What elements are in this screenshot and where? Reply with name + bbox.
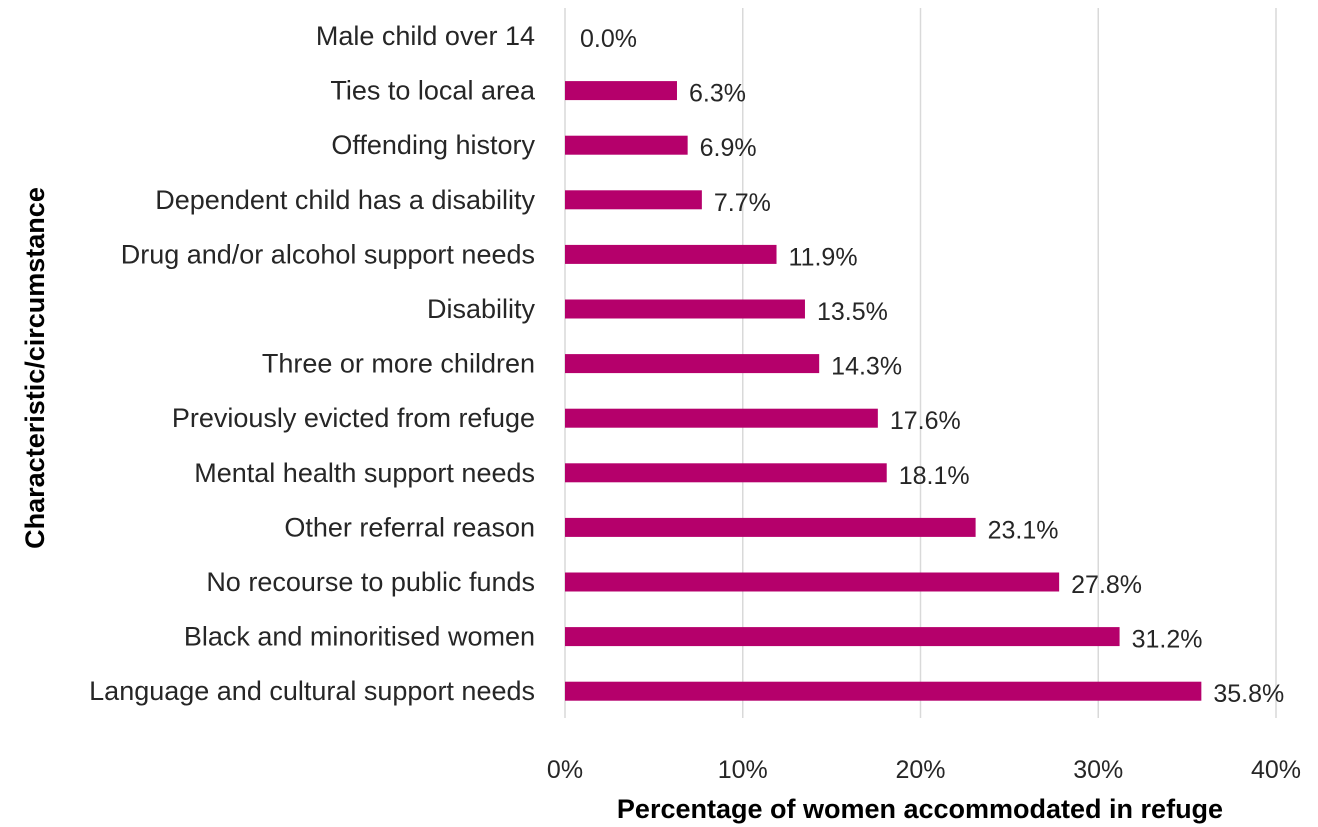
- category-label: Offending history: [331, 130, 535, 160]
- category-label: Other referral reason: [284, 512, 535, 542]
- bar: [565, 244, 777, 264]
- data-label: 6.9%: [700, 134, 757, 162]
- category-label: Ties to local area: [330, 76, 536, 106]
- x-tick-label: 40%: [1251, 756, 1301, 784]
- bar: [565, 572, 1060, 592]
- gridlines: [564, 8, 1277, 718]
- data-label: 27.8%: [1071, 571, 1142, 599]
- bar: [565, 517, 976, 537]
- data-label: 0.0%: [580, 25, 637, 53]
- data-label: 6.3%: [689, 80, 746, 108]
- data-labels: 0.0% 6.3% 6.9% 7.7% 11.9% 13.5% 14.3% 17.6% 18.1…: [580, 25, 1284, 708]
- bar: [565, 299, 805, 319]
- data-label: 23.1%: [988, 516, 1059, 544]
- data-label: 17.6%: [890, 407, 961, 435]
- bar: [565, 135, 688, 155]
- bar: [565, 681, 1202, 701]
- category-label: Male child over 14: [316, 21, 535, 51]
- data-label: 13.5%: [817, 298, 888, 326]
- x-tick-labels: 0% 10% 20% 30% 40%: [547, 756, 1301, 784]
- category-label: Black and minoritised women: [184, 622, 535, 652]
- category-label: Drug and/or alcohol support needs: [121, 239, 535, 269]
- x-tick-label: 30%: [1073, 756, 1123, 784]
- x-tick-label: 20%: [895, 756, 945, 784]
- data-label: 11.9%: [789, 243, 858, 271]
- bar: [565, 81, 677, 101]
- data-label: 35.8%: [1213, 680, 1284, 708]
- category-label: Three or more children: [262, 349, 535, 379]
- category-label: Mental health support needs: [194, 458, 535, 488]
- data-label: 7.7%: [714, 189, 771, 217]
- x-tick-label: 0%: [547, 756, 583, 784]
- category-labels: Male child over 14 Ties to local area Offe…: [89, 21, 536, 706]
- bar: [565, 627, 1120, 647]
- bar: [565, 354, 820, 374]
- data-label: 14.3%: [831, 353, 902, 381]
- category-label: Dependent child has a disability: [155, 185, 535, 215]
- category-label: Language and cultural support needs: [89, 676, 535, 706]
- bar: [565, 463, 887, 483]
- category-label: Disability: [427, 294, 536, 324]
- x-axis-title: Percentage of women accommodated in refu…: [617, 794, 1223, 824]
- data-label: 18.1%: [899, 462, 970, 490]
- category-label: No recourse to public funds: [206, 567, 535, 597]
- bar: [565, 408, 878, 428]
- category-label: Previously evicted from refuge: [172, 403, 535, 433]
- data-label: 31.2%: [1132, 626, 1203, 654]
- y-axis-title: Characteristic/circumstance: [20, 187, 50, 549]
- bar: [565, 190, 702, 210]
- bars: [565, 81, 1202, 701]
- x-tick-label: 10%: [718, 756, 768, 784]
